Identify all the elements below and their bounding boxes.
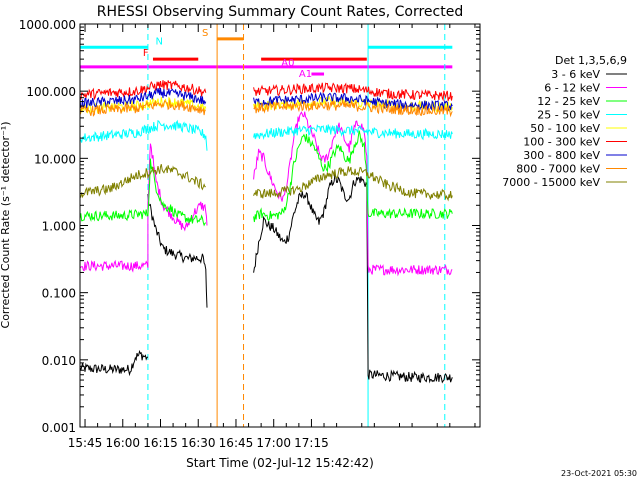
flags-layer: N S F A0 A1 [80, 28, 453, 80]
series-0-segment-2 [253, 173, 453, 384]
legend-label-1: 6 - 12 keV [544, 82, 600, 95]
y-tick-label: 100.000 [26, 85, 76, 99]
y-tick-label: 0.001 [42, 421, 76, 435]
series-1-segment-0 [79, 143, 208, 273]
series-5-segment-0 [79, 80, 207, 101]
x-tick-label: 16:45 [219, 436, 254, 450]
x-tick-label: 16:00 [105, 436, 140, 450]
legend-label-3: 25 - 50 keV [537, 109, 600, 122]
series-2-segment-0 [79, 158, 207, 227]
legend-label-6: 300 - 800 keV [523, 149, 600, 162]
legend-title: Det 1,3,5,6,9 [555, 54, 627, 67]
y-tick-label: 1000.000 [19, 18, 76, 32]
x-tick-label: 17:15 [294, 436, 329, 450]
flag-label-N: N [155, 36, 162, 47]
legend-label-5: 100 - 300 keV [523, 136, 600, 149]
series-3-segment-0 [79, 119, 208, 151]
y-tick-label: 10.000 [34, 152, 76, 166]
legend-label-8: 7000 - 15000 keV [502, 176, 600, 189]
series-layer [79, 80, 453, 384]
series-2-segment-1 [253, 130, 453, 223]
series-5-segment-1 [253, 82, 453, 102]
flag-label-S: S [202, 28, 208, 39]
series-0-segment-1 [147, 194, 208, 308]
legend-label-0: 3 - 6 keV [551, 68, 600, 81]
y-tick-label: 0.010 [42, 354, 76, 368]
x-tick-label: 15:45 [68, 436, 103, 450]
y-axis: 1000.000 100.000 10.000 1.000 0.100 0.010 0.00… [19, 18, 480, 435]
series-6-segment-0 [79, 87, 207, 109]
series-3-segment-1 [253, 124, 453, 141]
footer-timestamp: 23-Oct-2021 05:30 [561, 469, 637, 478]
series-0-segment-0 [79, 349, 148, 377]
flag-label-A1: A1 [299, 69, 312, 80]
series-7-segment-1 [253, 99, 453, 118]
flag-label-F: F [143, 48, 149, 59]
vlines-layer [79, 24, 446, 427]
legend-label-2: 12 - 25 keV [537, 95, 600, 108]
x-tick-label: 16:15 [143, 436, 178, 450]
y-axis-label: Corrected Count Rate (s⁻¹ detector⁻¹) [0, 122, 12, 329]
legend-label-4: 50 - 100 keV [530, 122, 600, 135]
flag-label-A0: A0 [281, 58, 294, 69]
plot-frame [79, 23, 481, 428]
y-tick-label: 1.000 [42, 220, 76, 234]
x-axis: 15:45 16:00 16:15 16:30 16:45 17:00 17:15 [68, 24, 476, 450]
y-tick-label: 0.100 [42, 287, 76, 301]
series-8-segment-0 [79, 164, 206, 199]
series-7-segment-0 [79, 99, 206, 117]
chart-title: RHESSI Observing Summary Count Rates, Co… [97, 4, 463, 20]
x-axis-label: Start Time (02-Jul-12 15:42:42) [186, 456, 374, 470]
x-tick-label: 16:30 [181, 436, 216, 450]
series-8-segment-1 [253, 166, 453, 202]
x-tick-label: 17:00 [256, 436, 291, 450]
legend-label-7: 800 - 7000 keV [516, 163, 600, 176]
